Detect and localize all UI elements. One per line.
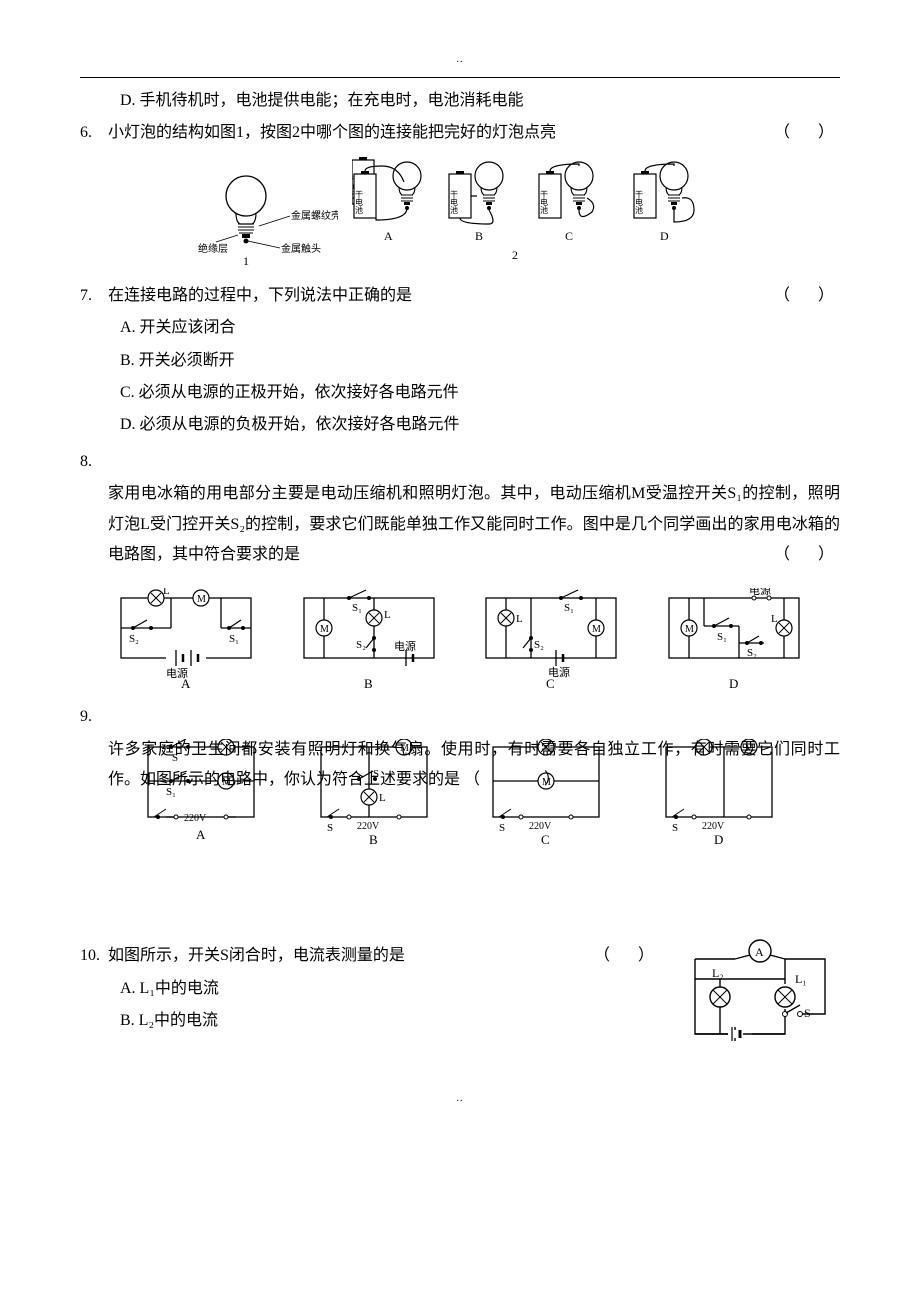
q7-text: 在连接电路的过程中，下列说法中正确的是 — [108, 281, 756, 311]
q6-figures: 金属螺纹壳 绝缘层 金属触头 1 干电池 干电池 — [80, 157, 840, 267]
svg-text:L: L — [163, 588, 170, 597]
svg-text:A: A — [384, 229, 393, 243]
svg-text:220V: 220V — [702, 821, 725, 832]
svg-text:D: D — [660, 229, 669, 243]
svg-text:M: M — [197, 594, 206, 605]
svg-text:B: B — [369, 832, 378, 847]
q10-paren: （ ） — [594, 941, 660, 971]
svg-text:L₁: L₁ — [795, 972, 807, 986]
q10-text: 如图所示，开关S闭合时，电流表测量的是 — [108, 941, 576, 971]
q10-a-text: A. L₁中的电流 — [120, 974, 219, 1004]
q8-circuit-c-icon: L S₁ S₂ M 电源 C — [476, 588, 626, 688]
svg-text:S: S — [804, 1006, 811, 1020]
q8-num: 8. — [80, 447, 108, 477]
q8-body: 家用电冰箱的用电部分主要是电动压缩机和照明灯泡。其中，电动压缩机M受温控开关S₁… — [80, 479, 840, 570]
q8-body-text: 家用电冰箱的用电部分主要是电动压缩机和照明灯泡。其中，电动压缩机M受温控开关S₁… — [108, 485, 840, 563]
q7-paren: （ ） — [774, 281, 840, 311]
svg-text:220V: 220V — [184, 813, 207, 824]
q8: 8. — [80, 447, 840, 477]
q7-d-text: D. 必须从电源的负极开始，依次接好各电路元件 — [120, 410, 460, 440]
q7-a-text: A. 开关应该闭合 — [120, 313, 236, 343]
q10: 10. 如图所示，开关S闭合时，电流表测量的是 （ ） A. L₁中的电流 B.… — [80, 939, 840, 1049]
svg-text:S₂: S₂ — [129, 633, 139, 645]
svg-text:S: S — [499, 822, 505, 834]
bulb-structure-icon: 金属螺纹壳 绝缘层 金属触头 1 — [198, 172, 338, 267]
q6-num: 6. — [80, 118, 108, 148]
q5-option-d: D. 手机待机时，电池提供电能；在充电时，电池消耗电能 — [80, 86, 840, 116]
svg-text:1: 1 — [243, 254, 249, 267]
q7-c: C. 必须从电源的正极开始，依次接好各电路元件 — [80, 378, 840, 408]
svg-text:干电池: 干电池 — [540, 190, 549, 214]
q8-circuit-d-icon: 电源 M S₁ L S₂ D — [659, 588, 809, 688]
page-header-dots: .. — [80, 50, 840, 69]
svg-text:S: S — [327, 822, 333, 834]
svg-text:M: M — [592, 624, 601, 635]
q7-a: A. 开关应该闭合 — [80, 313, 840, 343]
svg-text:电源: 电源 — [749, 588, 771, 597]
svg-text:B: B — [475, 229, 483, 243]
q6-paren: （ ） — [774, 118, 840, 148]
svg-text:S: S — [672, 822, 678, 834]
svg-text:220V: 220V — [357, 821, 380, 832]
svg-text:A: A — [196, 827, 206, 842]
svg-text:L: L — [384, 609, 391, 621]
svg-text:L: L — [516, 613, 523, 625]
q7: 7. 在连接电路的过程中，下列说法中正确的是 （ ） — [80, 281, 840, 311]
svg-text:C: C — [541, 832, 550, 847]
svg-text:S₁: S₁ — [229, 633, 239, 645]
q7-num: 7. — [80, 281, 108, 311]
svg-text:干电池: 干电池 — [355, 190, 364, 214]
svg-text:M: M — [320, 624, 329, 635]
q8-circuit-b-icon: M S₁ L S₂ 电源 B — [294, 588, 444, 688]
q6-fig2: 干电池 干电池 A — [352, 157, 722, 267]
svg-text:S₂: S₂ — [356, 639, 366, 651]
svg-text:金属螺纹壳: 金属螺纹壳 — [291, 209, 338, 222]
q6-text: 小灯泡的结构如图1，按图2中哪个图的连接能把完好的灯泡点亮 — [108, 118, 756, 148]
q6-fig1: 金属螺纹壳 绝缘层 金属触头 1 — [198, 172, 338, 267]
svg-text:D: D — [714, 832, 723, 847]
svg-text:2: 2 — [512, 248, 518, 262]
q10-b-text: B. L₂中的电流 — [120, 1006, 218, 1036]
svg-text:M: M — [685, 624, 694, 635]
q8-circuit-a-icon: L M S₂ S₁ 电源 A — [111, 588, 261, 688]
q6: 6. 小灯泡的结构如图1，按图2中哪个图的连接能把完好的灯泡点亮 （ ） — [80, 118, 840, 148]
svg-text:C: C — [565, 229, 573, 243]
svg-text:电源: 电源 — [394, 639, 416, 653]
svg-text:C: C — [546, 676, 555, 688]
svg-text:220V: 220V — [529, 821, 552, 832]
page-footer-dots: .. — [80, 1089, 840, 1108]
svg-text:S₁: S₁ — [717, 631, 727, 643]
svg-text:L₂: L₂ — [712, 966, 724, 980]
svg-text:绝缘层: 绝缘层 — [198, 242, 228, 255]
q7-b: B. 开关必须断开 — [80, 346, 840, 376]
q10-num: 10. — [80, 941, 108, 971]
svg-text:干电池: 干电池 — [635, 190, 644, 214]
svg-text:B: B — [364, 676, 373, 688]
svg-text:金属触头: 金属触头 — [281, 242, 321, 255]
q10-circuit-icon: A L₂ L₁ S — [680, 939, 840, 1049]
q10-b: B. L₂中的电流 — [80, 1006, 660, 1036]
svg-text:A: A — [755, 945, 764, 959]
q7-d: D. 必须从电源的负极开始，依次接好各电路元件 — [80, 410, 840, 440]
svg-text:干电池: 干电池 — [450, 190, 459, 214]
svg-text:S₂: S₂ — [747, 647, 757, 659]
q5-d-text: D. 手机待机时，电池提供电能；在充电时，电池消耗电能 — [120, 86, 524, 116]
q9: 9. — [80, 702, 840, 732]
svg-text:L: L — [771, 613, 778, 625]
page-rule — [80, 77, 840, 78]
q8-paren: （ ） — [774, 540, 840, 570]
q9-num: 9. — [80, 702, 108, 732]
svg-text:S₁: S₁ — [564, 602, 574, 614]
q9-body: 许多家庭的卫生间都安装有照明灯和换气扇。使用时，有时需要各自独立工作，有时需要它… — [80, 735, 840, 796]
q7-c-text: C. 必须从电源的正极开始，依次接好各电路元件 — [120, 378, 459, 408]
svg-text:S₂: S₂ — [534, 639, 544, 651]
q9-paren: （ ） — [464, 771, 564, 788]
svg-text:D: D — [729, 676, 738, 688]
svg-text:A: A — [181, 676, 191, 688]
q10-a: A. L₁中的电流 — [80, 974, 660, 1004]
svg-text:S₁: S₁ — [352, 602, 362, 614]
q7-b-text: B. 开关必须断开 — [120, 346, 235, 376]
q8-figures: L M S₂ S₁ 电源 A M S₁ L — [80, 588, 840, 688]
bulb-battery-options-icon: 干电池 干电池 A — [352, 157, 722, 267]
